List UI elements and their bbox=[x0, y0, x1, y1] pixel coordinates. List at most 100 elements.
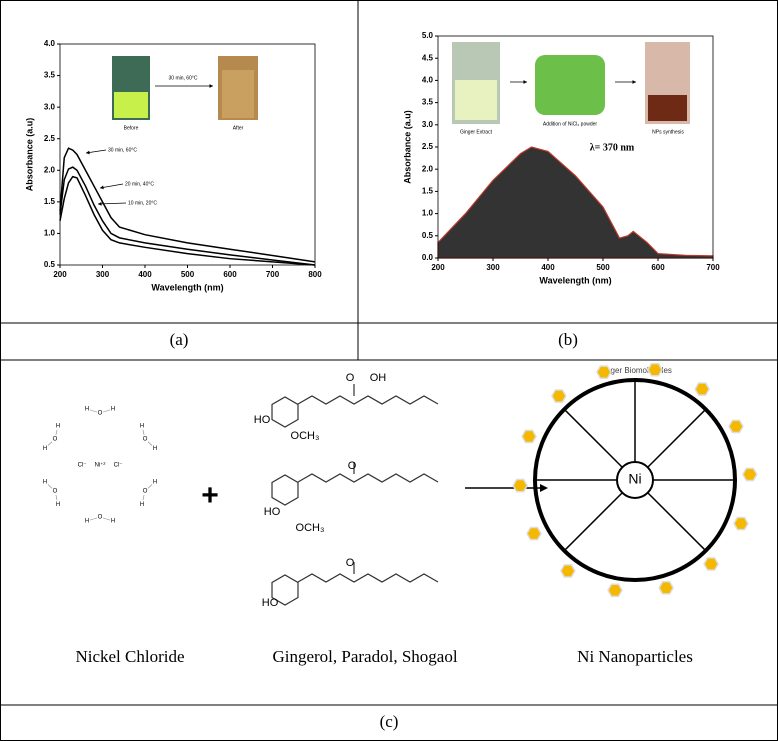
y-tick-label: 3.5 bbox=[44, 71, 56, 80]
y-tick-label: 4.5 bbox=[422, 53, 434, 62]
atom: H bbox=[85, 407, 89, 413]
panel-label: (c) bbox=[380, 712, 399, 731]
atom-bg bbox=[84, 517, 90, 525]
benzene-ring bbox=[271, 474, 299, 506]
spoke bbox=[563, 408, 623, 468]
atom: H bbox=[140, 502, 144, 508]
biomolecule bbox=[551, 389, 567, 403]
biomolecule bbox=[512, 478, 529, 493]
x-tick-label: 400 bbox=[541, 263, 555, 272]
arrow-head bbox=[100, 185, 104, 190]
atom: H bbox=[153, 446, 157, 452]
x-tick-label: 300 bbox=[486, 263, 500, 272]
y-tick-label: 5.0 bbox=[422, 31, 434, 40]
x-tick-label: 600 bbox=[651, 263, 665, 272]
series-label: 20 min, 40°C bbox=[125, 181, 154, 187]
atom-bg bbox=[142, 487, 149, 495]
x-tick-label: 800 bbox=[308, 270, 322, 279]
y-tick-label: 3.0 bbox=[44, 102, 56, 111]
atom: O bbox=[98, 515, 103, 521]
atom: H bbox=[56, 423, 60, 429]
spoke bbox=[647, 408, 707, 468]
inset-label: NPs synthesis bbox=[652, 129, 684, 135]
arrow bbox=[97, 202, 127, 205]
carbon-chain bbox=[297, 395, 439, 405]
atom-bg bbox=[138, 421, 145, 430]
y-tick-label: 0.5 bbox=[44, 260, 56, 269]
atom-bg bbox=[151, 477, 158, 486]
atom-label: HO bbox=[254, 414, 271, 426]
atom-bg bbox=[97, 513, 103, 521]
benzene-ring bbox=[271, 574, 299, 606]
y-tick-label: 1.0 bbox=[422, 209, 434, 218]
photo-liquid bbox=[222, 70, 254, 118]
biomolecule bbox=[526, 526, 542, 541]
nanoparticle-core bbox=[616, 461, 654, 499]
y-tick-label: 2.5 bbox=[422, 142, 434, 151]
spoke bbox=[563, 492, 623, 552]
line bbox=[59, 147, 316, 263]
atom: H bbox=[56, 502, 60, 508]
x-tick-label: 600 bbox=[223, 270, 237, 279]
atom: H bbox=[43, 446, 47, 452]
photo-powder bbox=[535, 55, 605, 115]
atom: O bbox=[53, 437, 58, 443]
inset-label: Before bbox=[124, 125, 139, 131]
atom-label: HO bbox=[262, 597, 279, 609]
area bbox=[437, 146, 714, 259]
y-tick-label: 1.0 bbox=[44, 229, 56, 238]
atom: H bbox=[111, 407, 115, 413]
photo-liquid bbox=[648, 95, 687, 121]
arrow-head bbox=[540, 484, 548, 492]
atom-bg bbox=[42, 477, 49, 486]
atom-bg bbox=[42, 444, 49, 453]
series-label: 30 min, 60°C bbox=[108, 147, 137, 153]
y-tick-label: 3.5 bbox=[422, 98, 434, 107]
biomolecule bbox=[694, 382, 710, 396]
y-tick-label: 0.5 bbox=[422, 231, 434, 240]
y-tick-label: 1.5 bbox=[44, 197, 56, 206]
atom: O bbox=[143, 437, 148, 443]
atom-bg bbox=[55, 500, 62, 509]
arrow-head bbox=[523, 80, 527, 84]
atom: H bbox=[43, 479, 47, 485]
x-tick-label: 700 bbox=[706, 263, 720, 272]
y-tick-label: 3.0 bbox=[422, 120, 434, 129]
x-tick-label: 300 bbox=[96, 270, 110, 279]
y-tick-label: 2.5 bbox=[44, 134, 56, 143]
atom-label: O bbox=[348, 460, 357, 472]
atom: H bbox=[153, 479, 157, 485]
peak-label: λ= 370 nm bbox=[590, 142, 635, 153]
biomolecule bbox=[741, 467, 758, 482]
atom-bg bbox=[55, 421, 62, 430]
x-tick-label: 200 bbox=[53, 270, 67, 279]
biomolecule bbox=[728, 419, 744, 434]
y-tick-label: 4.0 bbox=[422, 76, 434, 85]
atom-bg bbox=[110, 405, 116, 413]
caption: Nickel Chloride bbox=[75, 647, 184, 666]
x-tick-label: 700 bbox=[266, 270, 280, 279]
biomolecule bbox=[560, 564, 576, 578]
biomolecule bbox=[658, 581, 675, 595]
arrow-head bbox=[632, 80, 636, 84]
arrow-head bbox=[86, 150, 90, 155]
biomolecule bbox=[703, 557, 719, 571]
x-axis-label: Wavelength (nm) bbox=[151, 282, 223, 292]
panel-label: (a) bbox=[170, 330, 189, 349]
atom-bg bbox=[51, 435, 58, 443]
carbon-chain bbox=[297, 473, 439, 483]
caption: Gingerol, Paradol, Shogaol bbox=[272, 647, 457, 666]
atom-bg bbox=[138, 500, 145, 509]
y-axis-label: Absorbance (a.u) bbox=[24, 118, 34, 192]
x-axis-label: Wavelength (nm) bbox=[539, 275, 611, 285]
x-tick-label: 500 bbox=[181, 270, 195, 279]
inset-label: Addition of NiCl₂ powder bbox=[543, 121, 598, 127]
atom-bg bbox=[51, 487, 58, 495]
series-label: 10 min, 20°C bbox=[128, 200, 157, 206]
atom-label: OCH₃ bbox=[291, 430, 320, 442]
biomolecule bbox=[595, 365, 612, 379]
inset-label: 30 min, 60°C bbox=[169, 75, 198, 81]
atom: O bbox=[53, 489, 58, 495]
